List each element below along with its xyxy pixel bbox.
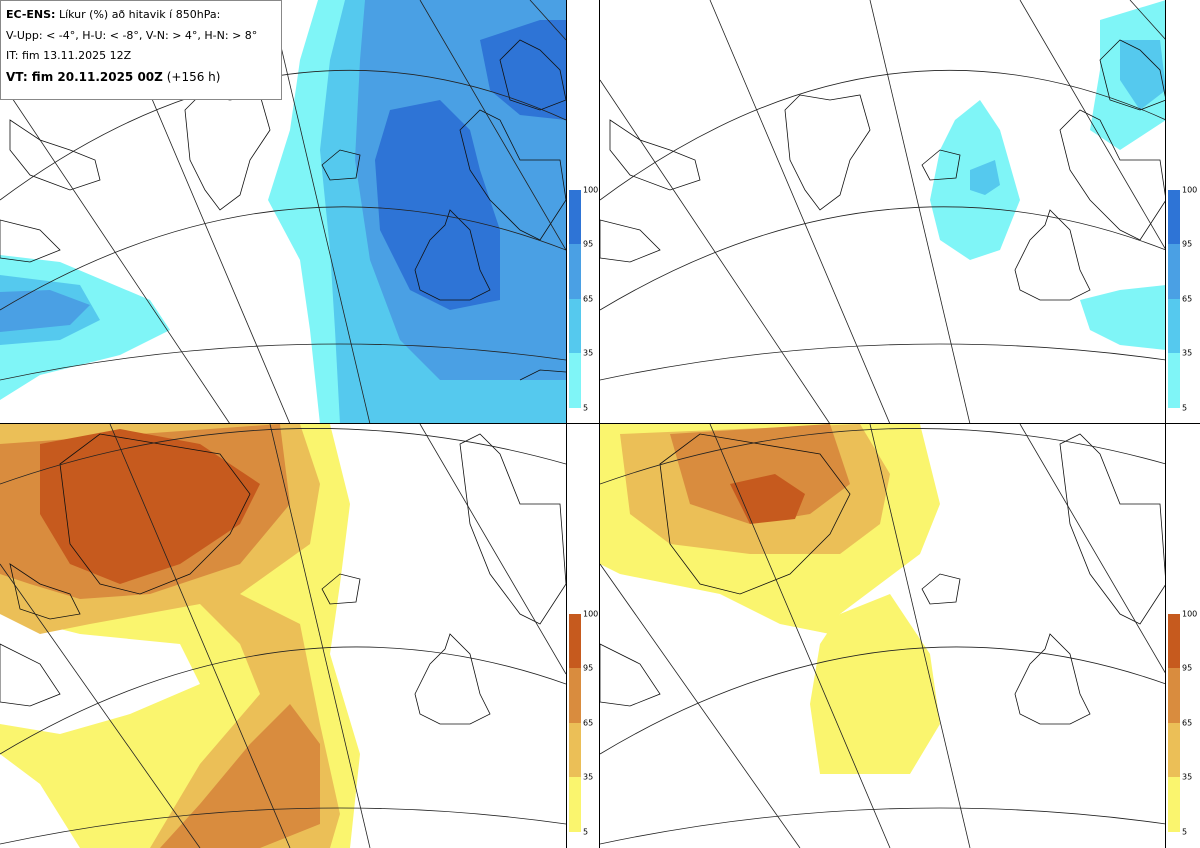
prob-area-95 <box>730 474 805 524</box>
coastlines <box>0 433 566 725</box>
colorbar-tick: 100 <box>1182 185 1198 195</box>
panel-divider-vertical-far <box>1165 0 1166 848</box>
prob-area-65-south <box>160 704 320 848</box>
colorbar-tick: 95 <box>583 239 594 249</box>
legend-valid-line: VT: fim 20.11.2025 00Z (+156 h) <box>6 67 276 88</box>
colorbar-tick: 65 <box>1182 718 1193 728</box>
colorbar-swatch-5-35 <box>1168 777 1180 832</box>
legend-title-line: EC-ENS: Líkur (%) að hitavik í 850hPa: <box>6 5 276 26</box>
prob-area-35-ne <box>1120 40 1166 110</box>
colorbar-tick: 100 <box>583 185 599 195</box>
graticule <box>600 424 1166 848</box>
legend-thresholds: V-Upp: < -4°, H-U: < -8°, V-N: > 4°, H-N… <box>6 28 258 42</box>
map-panel-v-n <box>0 424 566 848</box>
model-label: EC-ENS: <box>6 8 56 21</box>
prob-area-65 <box>670 424 850 524</box>
colorbar-tick: 95 <box>583 663 594 673</box>
prob-area-35 <box>970 160 1000 195</box>
panel-divider-vertical-left <box>566 0 567 848</box>
coastlines <box>600 433 1166 725</box>
legend-title: Líkur (%) að hitavik í 850hPa: <box>58 8 221 21</box>
colorbar-tick: 100 <box>583 609 599 619</box>
graticule <box>600 0 1166 424</box>
colorbar-swatch-65-95 <box>569 668 581 723</box>
prob-area-95 <box>40 429 260 584</box>
colorbar-swatch-95-100 <box>569 614 581 668</box>
colorbar-swatch-65-95 <box>1168 668 1180 723</box>
info-legend: EC-ENS: Líkur (%) að hitavik í 850hPa: V… <box>0 0 282 100</box>
colorbar-tick: 65 <box>1182 294 1193 304</box>
colorbar-tick: 5 <box>1182 827 1188 837</box>
colorbar-swatch-35-65 <box>569 299 581 353</box>
legend-init-time: IT: fim 13.11.2025 12Z <box>6 49 132 62</box>
colorbar-tick: 5 <box>583 827 589 837</box>
map-cold-4 <box>0 0 566 424</box>
colorbar-tick: 35 <box>583 772 594 782</box>
map-warm-4 <box>0 424 566 848</box>
coastlines <box>600 39 1166 301</box>
colorbar-tick: 100 <box>1182 609 1198 619</box>
map-cold-8 <box>600 0 1166 424</box>
colorbar-tick: 95 <box>1182 239 1193 249</box>
colorbar-tick: 35 <box>1182 348 1193 358</box>
colorbar-tick: 65 <box>583 718 594 728</box>
panel-divider-horizontal <box>0 423 1200 424</box>
colorbar-tick: 35 <box>1182 772 1193 782</box>
colorbar-swatch-95-100 <box>569 190 581 244</box>
map-panel-h-n <box>600 424 1166 848</box>
colorbar-swatch-35-65 <box>569 723 581 777</box>
colorbar-swatch-5-35 <box>569 353 581 408</box>
colorbar-swatch-5-35 <box>1168 353 1180 408</box>
colorbar-tick: 5 <box>583 403 589 413</box>
colorbar-swatch-35-65 <box>1168 723 1180 777</box>
colorbar-swatch-65-95 <box>1168 244 1180 299</box>
prob-area-65-west <box>0 290 90 332</box>
colorbar-swatch-35-65 <box>1168 299 1180 353</box>
colorbar-tick: 35 <box>583 348 594 358</box>
colorbar-swatch-95-100 <box>1168 190 1180 244</box>
prob-area-5-se <box>1080 285 1166 350</box>
valid-time: VT: fim 20.11.2025 00Z <box>6 69 163 84</box>
panel-divider-vertical-right <box>599 0 600 848</box>
colorbar-swatch-95-100 <box>1168 614 1180 668</box>
prob-area-95 <box>375 100 500 310</box>
prob-area-5-south <box>810 594 940 774</box>
map-warm-8 <box>600 424 1166 848</box>
colorbar-swatch-5-35 <box>569 777 581 832</box>
graticule <box>0 424 566 848</box>
map-panel-v-upp <box>0 0 566 424</box>
colorbar-warm-bottom-right: 100 95 65 35 5 <box>1168 610 1198 837</box>
colorbar-cold-top-right: 100 95 65 35 5 <box>1168 186 1198 413</box>
colorbar-tick: 5 <box>1182 403 1188 413</box>
lead-time: (+156 h) <box>166 69 221 84</box>
colorbar-tick: 95 <box>1182 663 1193 673</box>
colorbar-swatch-65-95 <box>569 244 581 299</box>
colorbar-warm-bottom-left: 100 95 65 35 5 <box>569 610 598 837</box>
colorbar-tick: 65 <box>583 294 594 304</box>
colorbar-cold-top-left: 100 95 65 35 5 <box>569 186 598 413</box>
map-panel-h-u <box>600 0 1166 424</box>
